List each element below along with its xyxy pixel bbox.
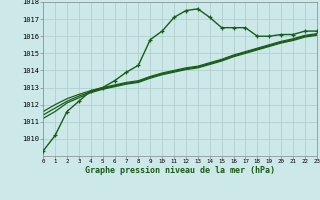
X-axis label: Graphe pression niveau de la mer (hPa): Graphe pression niveau de la mer (hPa) <box>85 166 275 175</box>
